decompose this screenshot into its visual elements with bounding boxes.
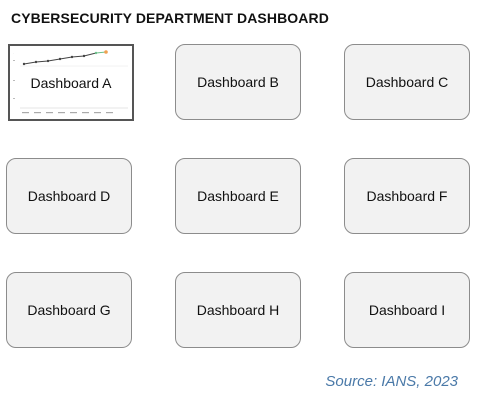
dashboard-a-thumbnail-chart: . [13,50,128,114]
dashboard-card-label: Dashboard H [196,302,280,318]
dashboard-card-label: Dashboard D [27,188,111,204]
dashboard-card-label: Dashboard I [368,302,446,318]
dashboard-card-label: Dashboard G [27,302,111,318]
page-title: CYBERSECURITY DEPARTMENT DASHBOARD [11,10,329,26]
dashboard-card-c[interactable]: Dashboard C [344,44,470,120]
dashboard-card-a[interactable]: . Dashboard A [8,44,134,121]
dashboard-card-b[interactable]: Dashboard B [175,44,301,120]
dashboard-card-label: Dashboard F [366,188,448,204]
source-caption: Source: IANS, 2023 [325,373,458,390]
svg-text:.: . [13,51,14,55]
dashboard-card-h[interactable]: Dashboard H [175,272,301,348]
dashboard-card-label: Dashboard E [197,188,279,204]
dashboard-card-e[interactable]: Dashboard E [175,158,301,234]
dashboard-card-label: Dashboard B [197,74,279,90]
dashboard-card-d[interactable]: Dashboard D [6,158,132,234]
dashboard-card-label: Dashboard C [365,74,449,90]
dashboard-card-i[interactable]: Dashboard I [344,272,470,348]
dashboard-card-f[interactable]: Dashboard F [344,158,470,234]
dashboard-card-g[interactable]: Dashboard G [6,272,132,348]
dashboard-card-label: Dashboard A [29,74,113,91]
